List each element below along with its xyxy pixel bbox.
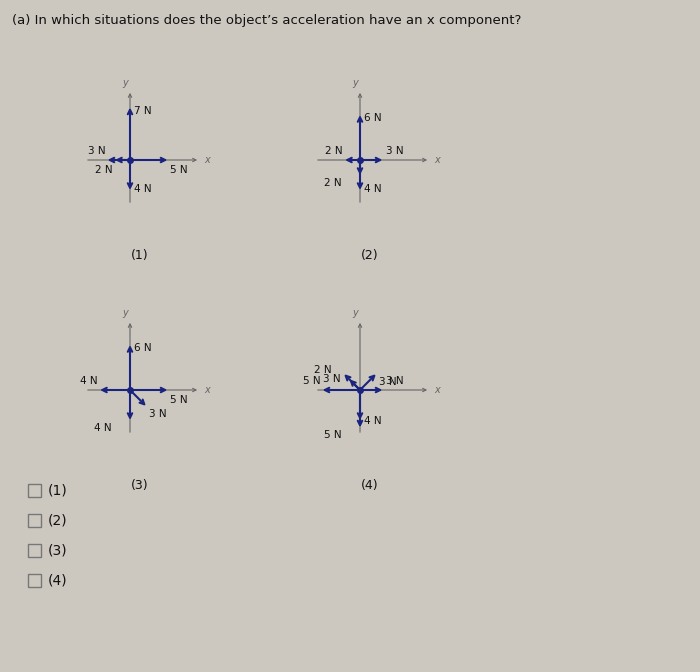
Bar bbox=[28, 544, 41, 557]
Text: (3): (3) bbox=[48, 543, 68, 557]
Text: (2): (2) bbox=[48, 513, 68, 527]
Text: y: y bbox=[352, 78, 358, 88]
Text: 2 N: 2 N bbox=[324, 178, 342, 188]
Text: 2 N: 2 N bbox=[314, 366, 331, 376]
Text: 4 N: 4 N bbox=[80, 376, 98, 386]
Text: 5 N: 5 N bbox=[171, 165, 188, 175]
Text: 3 N: 3 N bbox=[323, 374, 341, 384]
Text: (4): (4) bbox=[48, 573, 68, 587]
Text: x: x bbox=[434, 155, 440, 165]
Text: 3 N: 3 N bbox=[386, 376, 403, 386]
Text: (4): (4) bbox=[361, 478, 379, 491]
Bar bbox=[28, 514, 41, 527]
Text: y: y bbox=[122, 308, 128, 318]
Text: 4 N: 4 N bbox=[364, 416, 382, 426]
Text: 3 N: 3 N bbox=[379, 377, 396, 387]
Text: 2 N: 2 N bbox=[95, 165, 113, 175]
Text: (3): (3) bbox=[131, 478, 149, 491]
Text: y: y bbox=[122, 78, 128, 88]
Text: 4 N: 4 N bbox=[94, 423, 112, 433]
Text: 6 N: 6 N bbox=[364, 113, 382, 123]
Text: 6 N: 6 N bbox=[134, 343, 152, 353]
Text: y: y bbox=[352, 308, 358, 318]
Text: 5 N: 5 N bbox=[303, 376, 321, 386]
Text: (1): (1) bbox=[131, 249, 149, 261]
Text: 2 N: 2 N bbox=[326, 146, 343, 156]
Text: 3 N: 3 N bbox=[149, 409, 167, 419]
Text: 3 N: 3 N bbox=[386, 146, 403, 156]
Text: 7 N: 7 N bbox=[134, 106, 152, 116]
Bar bbox=[28, 574, 41, 587]
Text: 5 N: 5 N bbox=[171, 395, 188, 405]
Text: x: x bbox=[204, 385, 210, 395]
Text: x: x bbox=[204, 155, 210, 165]
Text: x: x bbox=[434, 385, 440, 395]
Text: (a) In which situations does the object’s acceleration have an x component?: (a) In which situations does the object’… bbox=[12, 14, 522, 27]
Text: (2): (2) bbox=[361, 249, 379, 261]
Text: (1): (1) bbox=[48, 483, 68, 497]
Text: 4 N: 4 N bbox=[134, 184, 152, 194]
Text: 4 N: 4 N bbox=[364, 184, 382, 194]
Bar bbox=[28, 484, 41, 497]
Text: 5 N: 5 N bbox=[324, 431, 342, 441]
Text: 3 N: 3 N bbox=[88, 146, 106, 156]
